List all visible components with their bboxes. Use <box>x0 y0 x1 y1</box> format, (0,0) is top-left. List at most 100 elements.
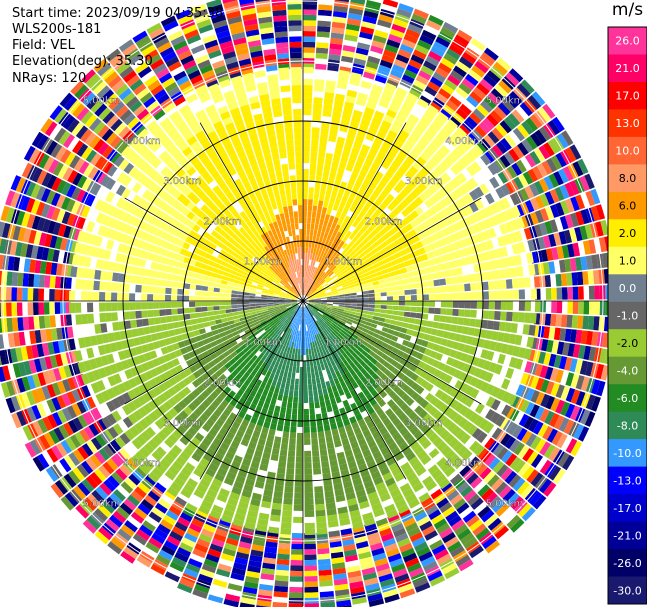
velocity-gate <box>319 443 327 451</box>
noise-gate <box>178 50 192 61</box>
velocity-gate <box>314 303 321 306</box>
noise-gate <box>529 212 539 225</box>
velocity-gate <box>291 287 296 293</box>
noise-gate <box>347 13 363 21</box>
noise-gate <box>0 318 3 333</box>
noise-gate <box>526 451 539 465</box>
velocity-gate <box>296 312 300 319</box>
noise-gate <box>331 557 345 564</box>
noise-gate <box>195 54 209 65</box>
noise-gate <box>226 61 239 70</box>
noise-gate <box>521 139 534 153</box>
noise-gate <box>534 148 546 163</box>
velocity-gate <box>311 217 316 224</box>
noise-gate <box>29 259 37 273</box>
velocity-gate <box>445 316 453 324</box>
noise-gate <box>498 417 509 430</box>
noise-gate <box>222 547 236 557</box>
noise-gate <box>67 419 79 434</box>
velocity-gate <box>155 324 163 333</box>
noise-gate <box>560 386 571 401</box>
noise-gate <box>579 360 589 375</box>
velocity-gate <box>177 288 184 295</box>
noise-gate <box>157 41 172 54</box>
noise-gate <box>444 536 459 549</box>
noise-gate <box>76 143 89 157</box>
velocity-gate <box>301 307 303 313</box>
velocity-gate <box>285 296 292 299</box>
noise-gate <box>135 125 147 137</box>
velocity-gate <box>326 278 332 284</box>
velocity-gate <box>281 308 287 312</box>
noise-gate <box>483 74 497 88</box>
noise-gate <box>93 58 108 73</box>
velocity-gate <box>172 274 180 282</box>
velocity-gate <box>147 310 154 318</box>
velocity-gate <box>307 312 311 318</box>
noise-gate <box>17 272 24 287</box>
velocity-gate <box>323 313 329 318</box>
noise-gate <box>157 523 171 535</box>
noise-gate <box>123 113 136 126</box>
velocity-gate <box>310 266 314 273</box>
velocity-gate <box>294 278 298 285</box>
noise-gate <box>70 80 85 95</box>
noise-gate <box>416 546 431 557</box>
velocity-gate <box>391 315 398 321</box>
noise-gate <box>124 477 137 490</box>
noise-gate <box>545 381 555 395</box>
velocity-gate <box>368 301 375 305</box>
velocity-gate <box>135 302 142 310</box>
noise-gate <box>94 103 108 117</box>
velocity-gates <box>68 66 537 535</box>
noise-gate <box>87 166 99 180</box>
noise-gate <box>196 538 211 548</box>
noise-gate <box>562 166 574 181</box>
noise-gate <box>590 188 601 205</box>
noise-gate <box>477 484 491 497</box>
noise-gate <box>42 218 51 233</box>
noise-gate <box>172 556 187 568</box>
noise-gate <box>58 366 67 380</box>
noise-gate <box>272 601 288 607</box>
velocity-gate <box>283 286 289 291</box>
velocity-gate <box>470 309 477 318</box>
velocity-gate <box>289 322 294 329</box>
velocity-gate <box>268 290 275 294</box>
velocity-gate <box>303 307 305 313</box>
velocity-gate <box>276 424 284 432</box>
noise-gate <box>539 365 549 379</box>
noise-gate <box>504 436 516 450</box>
velocity-gate <box>263 312 270 317</box>
noise-gate <box>450 473 462 485</box>
noise-gate <box>425 55 440 67</box>
noise-gate <box>23 360 32 376</box>
noise-gate <box>247 565 261 573</box>
velocity-gate <box>303 180 309 188</box>
velocity-gate <box>464 309 471 318</box>
noise-gate <box>39 434 51 450</box>
noise-gate <box>289 47 302 53</box>
velocity-gate <box>294 145 302 152</box>
noise-gate <box>567 301 573 314</box>
velocity-gate <box>310 272 314 279</box>
noise-gate <box>260 32 274 40</box>
noise-gate <box>91 183 102 196</box>
noise-gate <box>590 205 600 222</box>
noise-gate <box>56 380 67 394</box>
noise-gate <box>72 417 84 431</box>
velocity-gate <box>340 318 347 323</box>
noise-gate <box>504 134 517 148</box>
velocity-gate <box>153 309 160 317</box>
noise-gate <box>89 454 102 468</box>
noise-gate <box>370 45 384 55</box>
noise-gate <box>139 524 153 537</box>
velocity-gate <box>382 273 390 279</box>
noise-gate <box>243 581 259 589</box>
velocity-gate <box>320 305 327 309</box>
velocity-gate <box>310 287 315 292</box>
velocity-gate <box>320 317 326 322</box>
velocity-gate <box>299 283 301 290</box>
noise-gate <box>440 26 456 39</box>
noise-gate <box>412 49 427 60</box>
